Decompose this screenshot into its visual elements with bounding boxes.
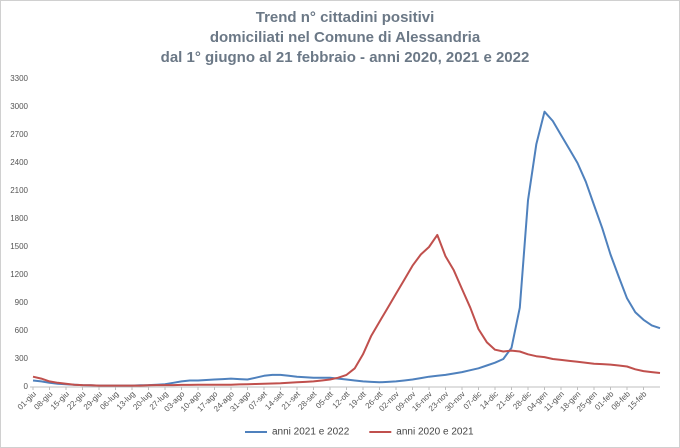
y-tick-label: 2700	[10, 130, 28, 139]
series-line	[32, 233, 661, 387]
y-tick-label: 900	[15, 298, 29, 307]
y-tick-label: 0	[24, 382, 29, 391]
legend-label: anni 2021 e 2022	[272, 427, 350, 438]
y-tick-label: 300	[15, 354, 29, 363]
y-tick-label: 3000	[10, 102, 28, 111]
chart-title: Trend n° cittadini positivi	[256, 9, 435, 26]
y-tick-label: 600	[15, 326, 29, 335]
y-tick-label: 3300	[10, 74, 28, 83]
chart-title: dal 1° giugno al 21 febbraio - anni 2020…	[161, 49, 530, 66]
chart-title: domiciliati nel Comune di Alessandria	[210, 29, 481, 46]
y-tick-label: 1500	[10, 242, 28, 251]
y-tick-label: 2400	[10, 158, 28, 167]
legend-label: anni 2020 e 2021	[396, 427, 474, 438]
y-tick-label: 2100	[10, 186, 28, 195]
y-tick-label: 1200	[10, 270, 28, 279]
y-tick-label: 1800	[10, 214, 28, 223]
